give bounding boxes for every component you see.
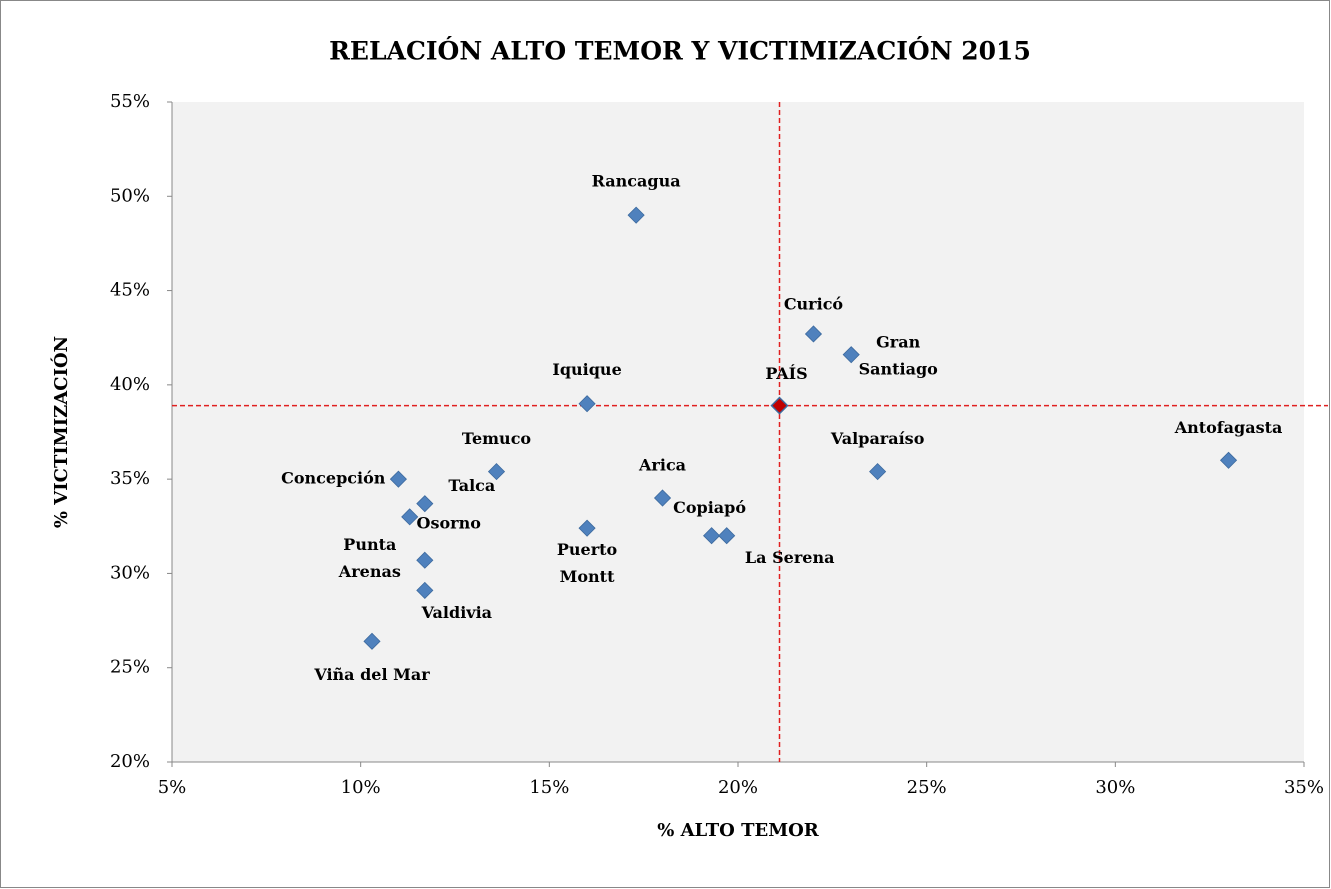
point (578, 395, 596, 413)
x-tick-label: 35% (1284, 777, 1324, 798)
point (627, 206, 645, 224)
y-tick-label: 45% (110, 280, 150, 301)
point-label: Osorno (417, 513, 482, 532)
point-label: Valparaíso (830, 429, 925, 448)
point (416, 495, 434, 513)
point-label: Viña del Mar (313, 665, 430, 684)
y-tick-label: 30% (110, 562, 150, 583)
point (653, 489, 672, 507)
point-label: Concepción (281, 469, 386, 488)
point (1219, 451, 1238, 469)
x-tick-label: 30% (1095, 777, 1135, 798)
x-axis-title: % ALTO TEMOR (657, 820, 820, 841)
point (718, 527, 736, 545)
point-label: Copiapó (673, 498, 746, 517)
chart-title: RELACIÓN ALTO TEMOR Y VICTIMIZACIÓN 2015 (329, 37, 1031, 66)
point-label: Punta Arenas (338, 535, 401, 581)
y-tick-label: 50% (110, 185, 150, 206)
point-label: Arica (638, 456, 686, 475)
y-axis-title: % VICTIMIZACIÓN (49, 336, 72, 528)
point-label: Gran Santiago (859, 332, 939, 378)
x-tick-label: 25% (907, 777, 947, 798)
x-tick-label: 5% (158, 777, 187, 798)
point (416, 581, 434, 599)
x-tick-label: 20% (718, 777, 758, 798)
point-label: PAÍS (765, 363, 807, 383)
y-tick-label: 55% (110, 91, 150, 112)
y-tick-label: 25% (110, 657, 150, 678)
point (389, 470, 407, 488)
point (842, 346, 860, 364)
point (363, 632, 381, 650)
point (487, 463, 506, 481)
point-label: La Serena (745, 548, 835, 567)
point (416, 551, 434, 569)
point-label: Antofagasta (1174, 418, 1283, 437)
point-label: Iquique (552, 360, 621, 379)
plot-area (172, 102, 1304, 762)
x-tick-label: 15% (529, 777, 569, 798)
point (804, 325, 823, 343)
point-label: Temuco (462, 429, 532, 448)
y-tick-label: 35% (110, 468, 150, 489)
point (401, 508, 419, 526)
point-label: Valdivia (421, 603, 492, 622)
reference-point (770, 396, 789, 415)
point-label: Puerto Montt (557, 540, 618, 586)
point-label: Curicó (784, 294, 844, 313)
point (703, 527, 721, 545)
point-label: Talca (448, 476, 495, 495)
point (869, 463, 887, 481)
x-tick-label: 10% (341, 777, 381, 798)
y-tick-label: 40% (110, 374, 150, 395)
y-tick-label: 20% (110, 751, 150, 772)
point-label: Rancagua (592, 172, 681, 191)
point (578, 519, 596, 537)
